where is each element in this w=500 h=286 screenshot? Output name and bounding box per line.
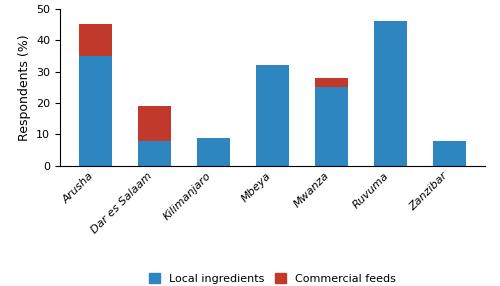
Bar <box>316 87 348 166</box>
Bar <box>138 141 170 166</box>
Bar <box>80 56 112 166</box>
Bar <box>198 138 230 166</box>
Legend: Local ingredients, Commercial feeds: Local ingredients, Commercial feeds <box>144 269 400 286</box>
Bar <box>80 24 112 56</box>
Bar <box>433 141 466 166</box>
Bar <box>374 21 406 166</box>
Bar <box>256 65 288 166</box>
Y-axis label: Respondents (%): Respondents (%) <box>18 34 30 140</box>
Bar <box>138 106 170 141</box>
Bar <box>316 78 348 87</box>
